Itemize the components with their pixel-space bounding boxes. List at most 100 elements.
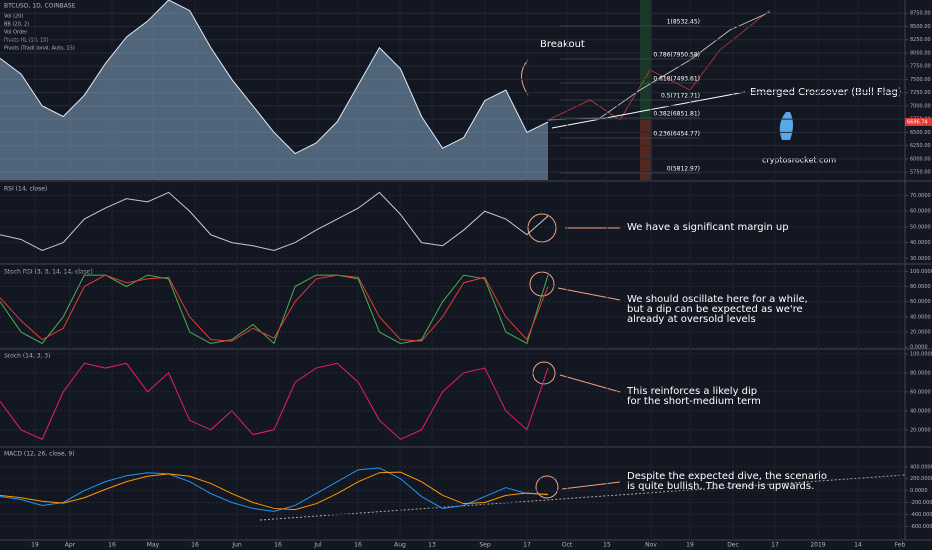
series-line [0, 274, 549, 342]
x-tick-label: May [147, 542, 160, 549]
y-tick-label: 6500.00 [910, 130, 931, 136]
annotation: for the short-medium term [627, 396, 761, 407]
fib-label: 0.786(7950.58) [653, 52, 700, 59]
series-line [0, 0, 549, 155]
fib-label: 1(8532.45) [667, 19, 700, 26]
indicator-label: Vol Order [4, 30, 28, 36]
annotation-arrow [557, 287, 621, 301]
y-tick-label: 8750.00 [910, 11, 931, 17]
y-tick-label: 7250.00 [910, 90, 931, 96]
x-tick-label: 2019 [810, 542, 825, 549]
series-line [0, 362, 549, 440]
pane-title: Stoch (14, 3, 3) [4, 353, 50, 360]
indicator-label: Pivots (Traditional, Auto, 15) [4, 46, 75, 52]
indicator-label: Vol (20) [4, 14, 23, 20]
series-line [0, 467, 549, 512]
fib-label: 0.618(7493.61) [653, 76, 700, 83]
y-tick-label: 40.0000 [910, 240, 931, 246]
y-tick-label: 400.0000 [910, 464, 932, 470]
y-tick-label: 80.0000 [910, 370, 931, 376]
y-tick-label: 60.0000 [910, 209, 931, 215]
annotation-arrow [561, 481, 621, 490]
x-tick-label: Jul [313, 542, 322, 549]
x-tick-label: Dec [727, 542, 739, 549]
indicator-label: Pivots HL (10, 10) [4, 38, 48, 44]
x-tick-label: Nov [645, 542, 657, 549]
y-tick-label: -400.0000 [910, 512, 932, 518]
y-tick-label: 7750.00 [910, 64, 931, 70]
series-line [0, 274, 549, 345]
annotation: is quite bullish. The trend is upwards. [627, 481, 814, 492]
y-tick-label: 200.0000 [910, 476, 932, 482]
y-tick-label: 7500.00 [910, 77, 931, 83]
last-price-box [905, 117, 932, 126]
annotation: already at oversold levels [627, 314, 756, 325]
y-tick-label: 0.0000 [910, 345, 928, 351]
y-tick-label: 20.0000 [910, 330, 931, 336]
annotation: This reinforces a likely dip [626, 386, 757, 397]
pane-title: BTCUSD, 1D, COINBASE [4, 3, 76, 10]
y-tick-label: 60.0000 [910, 299, 931, 305]
annotation: Despite the expected dive, the scenario [627, 471, 827, 482]
y-tick-label: 80.0000 [910, 284, 931, 290]
y-tick-label: 50.0000 [910, 224, 931, 230]
x-tick-label: 19 [31, 542, 39, 549]
y-tick-label: 8250.00 [910, 37, 931, 43]
x-tick-label: Feb [895, 542, 906, 549]
fib-label: 0.382(6851.81) [653, 111, 700, 118]
fib-label: 0.5(7172.71) [661, 93, 700, 100]
projection-path [547, 11, 771, 121]
x-tick-label: Apr [65, 542, 76, 549]
x-tick-label: 16 [274, 542, 282, 549]
x-tick-label: 14 [854, 542, 862, 549]
series-line [0, 191, 549, 251]
pane-title: RSI (14, close) [4, 186, 47, 193]
y-tick-label: 6000.00 [910, 156, 931, 162]
y-tick-label: 6250.00 [910, 143, 931, 149]
x-tick-label: Oct [562, 542, 573, 549]
y-tick-label: 40.0000 [910, 408, 931, 414]
x-tick-label: 15 [603, 542, 611, 549]
pane-title: Stoch RSI (3, 3, 14, 14, close) [4, 269, 93, 276]
x-tick-label: 16 [354, 542, 362, 549]
y-tick-label: 5750.00 [910, 170, 931, 176]
annotation: but a dip can be expected as we're [627, 304, 803, 315]
y-tick-label: 20.0000 [910, 427, 931, 433]
x-tick-label: Sep [479, 542, 491, 549]
annotation: We should oscillate here for a while, [627, 294, 808, 305]
y-tick-label: 70.0000 [910, 193, 931, 199]
watermark: cryptosrocket.com [762, 156, 836, 165]
projection-zone [640, 120, 652, 180]
annotation-circle [527, 213, 557, 243]
y-tick-label: 0.0000 [910, 488, 928, 494]
y-tick-label: -200.0000 [910, 500, 932, 506]
y-tick-label: 7000.00 [910, 103, 931, 109]
x-tick-label: 17 [523, 542, 531, 549]
price-axis [905, 0, 932, 550]
price-area [0, 0, 548, 180]
annotation-circle [535, 475, 559, 499]
y-tick-label: 8000.00 [910, 50, 931, 56]
series-line [0, 471, 549, 511]
y-tick-label: -600.0000 [910, 524, 932, 530]
pane-title: MACD (12, 26, close, 9) [4, 451, 75, 458]
annotation-arrow [559, 374, 621, 393]
x-tick-label: 16 [191, 542, 199, 549]
x-tick-label: 13 [428, 542, 436, 549]
y-tick-label: 30.0000 [910, 256, 931, 262]
x-tick-label: Aug [394, 542, 406, 549]
fib-label: 0.236(6454.77) [653, 131, 700, 138]
y-tick-label: 8500.00 [910, 24, 931, 30]
y-tick-label: 100.0000 [910, 269, 932, 275]
x-tick-label: 16 [108, 542, 116, 549]
y-tick-label: 100.0000 [910, 351, 932, 357]
indicator-label: BB (20, 2) [4, 22, 29, 28]
x-tick-label: Jun [231, 542, 242, 549]
annotation: We have a significant margin up [627, 222, 789, 233]
y-tick-label: 60.0000 [910, 389, 931, 395]
y-tick-label: 40.0000 [910, 314, 931, 320]
annotation-arrow [521, 59, 529, 96]
x-tick-label: 19 [686, 542, 694, 549]
